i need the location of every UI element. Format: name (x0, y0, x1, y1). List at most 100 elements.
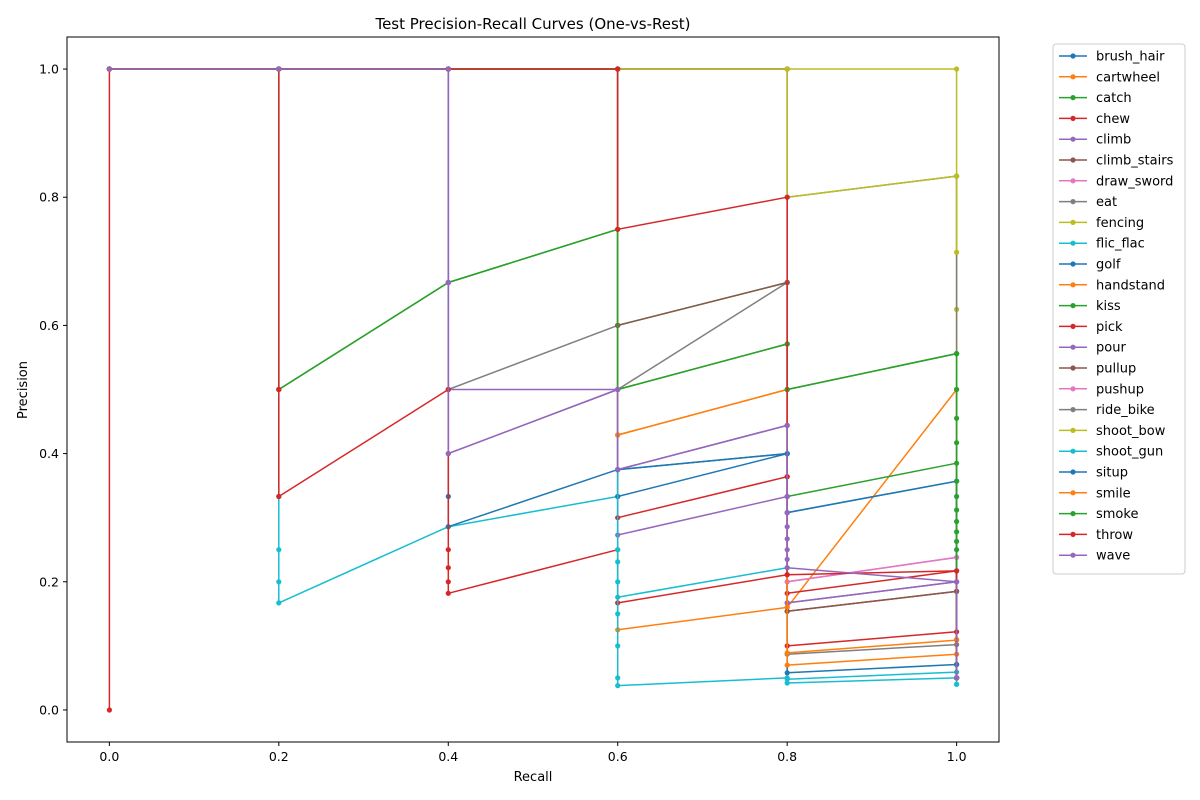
x-tick-label: 0.0 (99, 749, 119, 764)
data-point-shoot_gun-10 (615, 683, 621, 689)
legend-item-chew: chew (1059, 112, 1130, 127)
legend-item-handstand: handstand (1059, 278, 1165, 293)
legend-label: climb (1096, 133, 1131, 148)
data-point-smoke-11 (954, 529, 960, 535)
legend-swatch-marker (1070, 386, 1076, 392)
data-point-shoot_bow-4 (784, 66, 790, 72)
legend-item-smoke: smoke (1059, 507, 1138, 522)
legend-item-pick: pick (1059, 320, 1123, 335)
legend-swatch-marker (1070, 115, 1076, 121)
y-tick-label: 0.0 (39, 702, 59, 717)
data-point-wave-6 (615, 467, 621, 473)
legend-label: brush_hair (1096, 50, 1165, 65)
legend-item-brush_hair: brush_hair (1059, 50, 1165, 65)
data-point-pick-9 (445, 590, 451, 596)
data-point-wave-14 (784, 565, 790, 571)
data-point-wave-4 (445, 451, 451, 457)
data-point-shoot_gun-11 (784, 675, 790, 681)
legend-item-fencing: fencing (1059, 216, 1144, 231)
legend-label: pour (1096, 341, 1126, 356)
legend-label: shoot_gun (1096, 445, 1163, 460)
data-point-smoke-10 (954, 518, 960, 525)
legend-label: fencing (1096, 216, 1144, 231)
data-point-throw-5 (784, 194, 790, 200)
x-tick-label: 0.2 (269, 749, 289, 764)
legend-item-situp: situp (1059, 466, 1128, 481)
legend-item-pour: pour (1059, 341, 1126, 356)
data-point-flic_flac-4 (276, 579, 282, 585)
x-axis-label: Recall (514, 770, 553, 785)
legend-label: draw_sword (1096, 174, 1173, 189)
legend-label: pushup (1096, 382, 1144, 397)
legend-item-ride_bike: ride_bike (1059, 403, 1155, 418)
legend-swatch-marker (1070, 365, 1076, 371)
legend-item-shoot_bow: shoot_bow (1059, 424, 1166, 439)
legend-swatch-marker (1070, 469, 1076, 475)
legend-swatch-marker (1070, 157, 1076, 163)
legend-swatch-marker (1070, 219, 1076, 225)
y-axis-ticks: 0.0 0.2 0.4 0.6 0.8 1.0 (39, 62, 67, 717)
legend-swatch-marker (1070, 531, 1076, 538)
legend-item-climb_stairs: climb_stairs (1059, 154, 1174, 169)
data-point-smoke-8 (954, 478, 960, 484)
legend-item-catch: catch (1059, 91, 1132, 106)
data-point-wave-1 (276, 66, 282, 72)
legend-item-draw_sword: draw_sword (1059, 174, 1173, 189)
legend-item-climb: climb (1059, 133, 1131, 148)
legend-swatch-marker (1070, 261, 1076, 267)
legend-label: kiss (1096, 299, 1121, 314)
data-point-wave-15 (954, 579, 960, 585)
legend-label: catch (1096, 91, 1132, 106)
data-point-throw-8 (954, 568, 960, 574)
legend-swatch-marker (1070, 95, 1076, 101)
data-point-wave-16 (954, 675, 960, 681)
data-point-pick-8 (445, 579, 451, 585)
data-point-throw-7 (784, 572, 790, 578)
legend-label: pick (1096, 320, 1123, 335)
data-point-shoot_bow-7 (954, 249, 960, 255)
legend-label: handstand (1096, 278, 1165, 293)
legend-swatch-marker (1070, 178, 1076, 184)
data-point-fencing-5 (954, 66, 960, 72)
legend-label: wave (1096, 549, 1130, 564)
data-point-throw-3 (615, 66, 621, 72)
data-point-wave-9 (784, 509, 790, 516)
chart-title: Test Precision-Recall Curves (One-vs-Res… (374, 15, 690, 33)
data-point-pick-6 (445, 547, 451, 553)
data-point-shoot_bow-6 (954, 173, 960, 179)
data-point-smoke-7 (954, 351, 960, 357)
legend-item-wave: wave (1059, 549, 1130, 564)
legend-swatch-marker (1070, 344, 1076, 350)
legend-swatch-marker (1070, 552, 1076, 558)
x-axis-ticks: 0.0 0.2 0.4 0.6 0.8 1.0 (99, 742, 967, 764)
data-point-wave-2 (445, 66, 451, 72)
series-wave (106, 66, 960, 681)
legend-item-smile: smile (1059, 486, 1131, 501)
data-point-wave-7 (784, 422, 790, 428)
legend-label: flic_flac (1096, 237, 1145, 252)
legend-swatch-marker (1070, 136, 1076, 142)
y-axis-label: Precision (16, 361, 31, 419)
y-tick-label: 0.2 (39, 574, 59, 589)
legend-swatch-marker (1070, 240, 1076, 246)
legend-label: eat (1096, 195, 1117, 210)
data-point-throw-4 (615, 226, 621, 232)
data-point-wave-13 (784, 556, 790, 562)
legend-item-eat: eat (1059, 195, 1117, 210)
x-tick-label: 0.6 (608, 749, 628, 764)
legend-label: chew (1096, 112, 1130, 127)
data-point-golf-8 (784, 670, 790, 676)
data-point-shoot_gun-6 (615, 579, 621, 585)
legend-swatch-marker (1070, 490, 1076, 496)
legend-swatch-marker (1070, 427, 1076, 433)
data-point-shoot_gun-12 (784, 680, 790, 686)
data-point-shoot_gun-14 (954, 681, 960, 687)
y-tick-label: 0.6 (39, 318, 59, 333)
legend-frame (1052, 43, 1186, 575)
legend-swatch-marker (1070, 74, 1076, 80)
legend-swatch-marker (1070, 448, 1076, 454)
legend-label: ride_bike (1096, 403, 1155, 418)
legend-item-shoot_gun: shoot_gun (1059, 445, 1163, 460)
plot-frame (66, 36, 1000, 743)
